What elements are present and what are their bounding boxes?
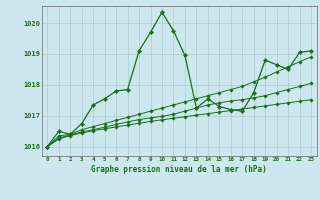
X-axis label: Graphe pression niveau de la mer (hPa): Graphe pression niveau de la mer (hPa) [91, 165, 267, 174]
